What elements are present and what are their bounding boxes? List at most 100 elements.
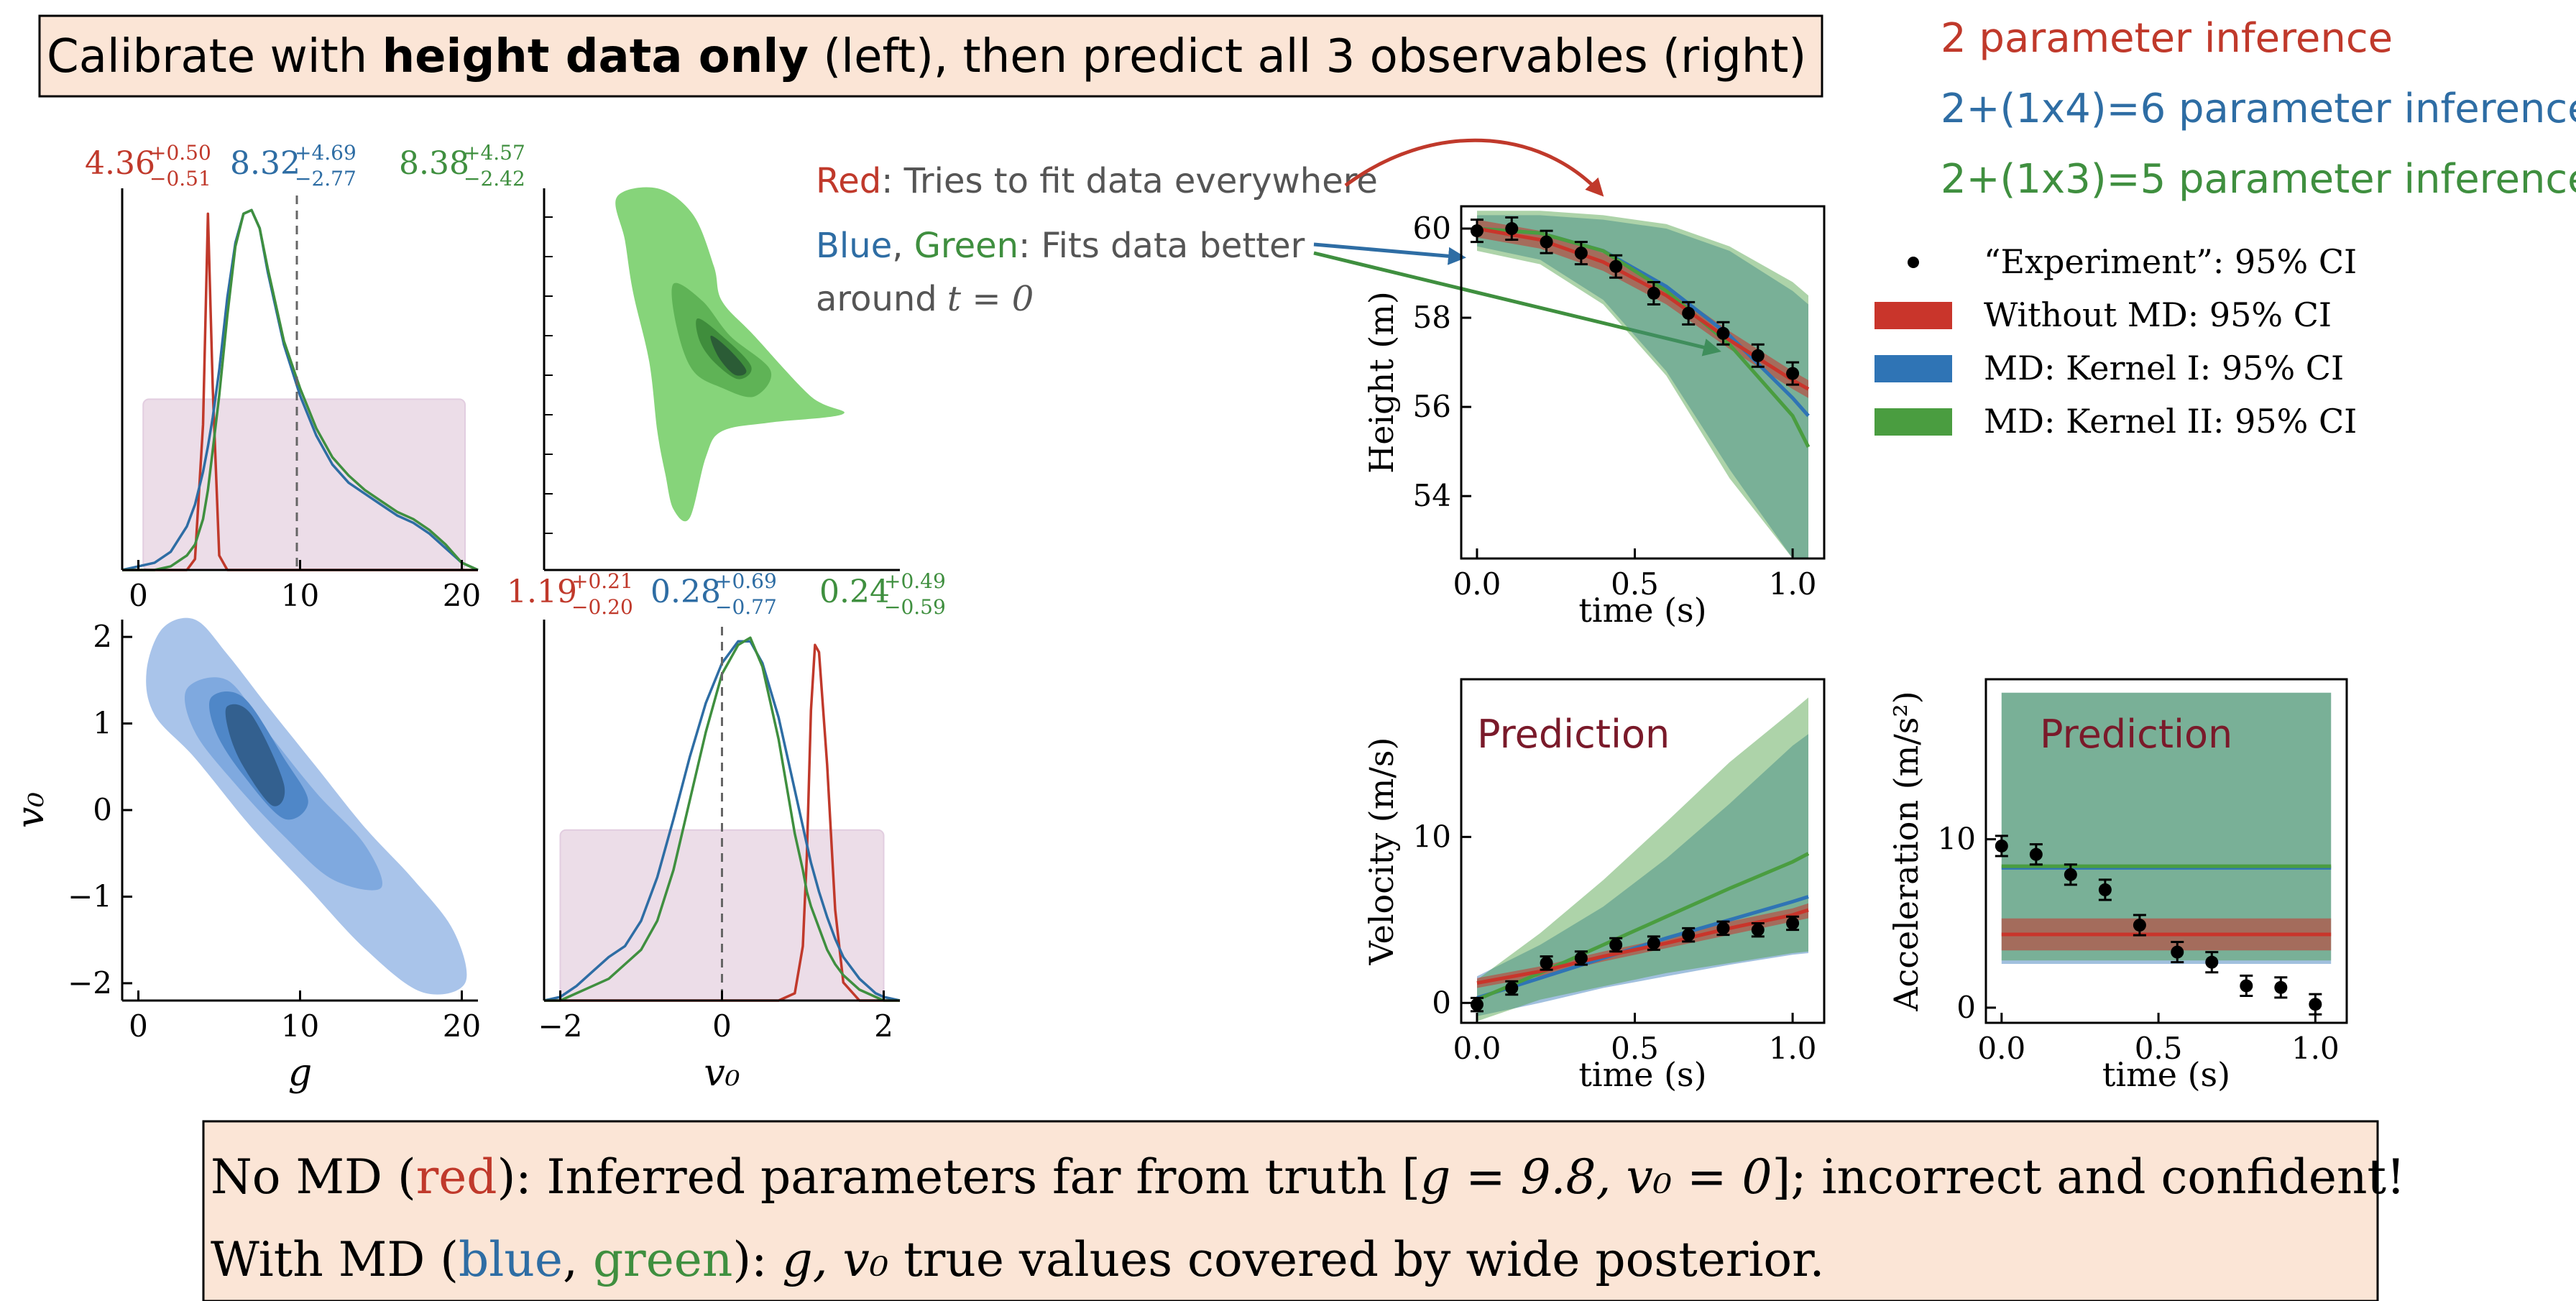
header-box (38, 14, 1823, 98)
inference-legend-red: 2 parameter inference (1941, 15, 2393, 62)
arrow-blue (1313, 242, 1466, 265)
velocity-ylabel: Velocity (m/s) (1362, 737, 1401, 966)
velocity-frame (1460, 678, 1826, 1024)
acceleration-exp-point-2 (2064, 868, 2077, 881)
acceleration-exp-point-1 (2029, 847, 2043, 861)
note-bg-rest: : Fits data better (1018, 226, 1305, 266)
height-band-0 (1477, 219, 1808, 398)
g-label-blue-sup: +4.69 (295, 141, 356, 165)
height-ylabel: Height (m) (1362, 291, 1401, 474)
legend-patch-blue (1874, 355, 1952, 382)
arrow-red (1344, 138, 1604, 197)
height-ytick-label-3: 60 (1413, 211, 1451, 246)
joint_g_v0_green-level-3 (710, 335, 747, 376)
velocity-exp-point-7 (1716, 921, 1730, 935)
c2-math: g, v₀ (782, 1232, 888, 1287)
v0-label-blue: 0.28 (650, 574, 721, 610)
height-band-1 (1477, 215, 1808, 558)
legend-kernel-2: MD: Kernel II: 95% CI (1984, 402, 2357, 441)
joint_g_v0_blue-ytick-label-0: −2 (68, 965, 112, 1001)
chart-height: 0.0 0.5 1.0 54 56 58 60 time (s) Height (m) (1362, 205, 1826, 630)
height-ytick-label-0: 54 (1413, 478, 1451, 513)
joint_g_v0_blue-ytick-label-1: −1 (68, 878, 112, 914)
joint_g_v0_blue-xtick-label-2: 20 (443, 1008, 481, 1044)
velocity-exp-point-9 (1786, 916, 1800, 930)
joint_g_v0_blue-ytick-label-3: 1 (93, 706, 112, 741)
velocity-exp-point-3 (1574, 951, 1588, 965)
acceleration-xtick-label-2: 1.0 (2291, 1031, 2340, 1066)
velocity-xlabel: time (s) (1578, 1055, 1706, 1094)
g-label-red-sup: +0.50 (150, 141, 211, 165)
note-red-rest: : Tries to fit data everywhere (881, 161, 1378, 201)
c1-b: ): Inferred parameters far from truth [ (497, 1149, 1420, 1205)
height-exp-point-5 (1647, 286, 1660, 300)
c1-a: No MD ( (211, 1149, 416, 1205)
g-label-red-sub: −0.51 (150, 167, 211, 190)
acceleration-exp-point-4 (2133, 919, 2146, 932)
legend-kernel-1: MD: Kernel I: 95% CI (1984, 349, 2344, 387)
c1-c: ]; incorrect and confident! (1772, 1149, 2405, 1205)
acceleration-xtick-label-1: 0.5 (2135, 1031, 2183, 1066)
legend-patch-green (1874, 408, 1952, 436)
height-band-2 (1477, 211, 1808, 558)
height-exp-point-2 (1540, 235, 1553, 249)
height-exp-point-6 (1682, 306, 1696, 320)
height-mean-2 (1476, 226, 1811, 449)
note-blue-green: Blue, Green: Fits data better (816, 226, 1305, 266)
height-xlabel: time (s) (1578, 591, 1706, 630)
header-text: Calibrate with height data only (left), … (47, 30, 1806, 83)
velocity-plot-area (1470, 697, 1810, 1021)
velocity-exp-point-2 (1540, 956, 1553, 970)
height-ytick-label-2: 58 (1413, 300, 1451, 335)
height-exp-point-8 (1751, 349, 1765, 362)
inference-legend-green: 2+(1x3)=5 parameter inference (1941, 156, 2576, 203)
velocity-ytick-label-0: 0 (1432, 985, 1451, 1020)
note-green-label: Green (914, 226, 1018, 266)
acceleration-exp-point-9 (2309, 998, 2322, 1011)
legend-without-md: Without MD: 95% CI (1984, 295, 2332, 334)
acceleration-exp-point-0 (1995, 839, 2008, 852)
note-red: Red: Tries to fit data everywhere (816, 161, 1378, 201)
conclusion-box (202, 1120, 2379, 1301)
g-label-green: 8.38 (399, 145, 469, 182)
acceleration-plot-area (1995, 692, 2332, 1016)
velocity-band-2 (1477, 697, 1808, 1021)
marginal_g-xtick-label-0: 0 (129, 578, 148, 613)
header-bold: height data only (382, 30, 809, 83)
legend-experiment: “Experiment”: 95% CI (1984, 242, 2357, 281)
v0-label-red: 1.19 (507, 574, 577, 610)
chart-marginal-v0: −2 0 2 v₀ (538, 620, 901, 1095)
height-xtick-label-1: 0.5 (1611, 566, 1659, 602)
velocity-exp-point-0 (1470, 998, 1484, 1011)
v0-label-green-sup: +0.49 (884, 569, 946, 593)
marginal_g-prior (142, 398, 466, 571)
c1-math: g = 9.8, v₀ = 0 (1420, 1149, 1772, 1205)
marginal_v0-xtick-label-0: −2 (538, 1008, 583, 1044)
acceleration-exp-point-5 (2171, 945, 2184, 959)
legend-dot (1908, 257, 1919, 268)
joint_g_v0_blue-ytick-label-4: 2 (93, 619, 112, 654)
joint_g_v0_blue-ytick-label-2: 0 (93, 792, 112, 827)
velocity-exp-point-1 (1505, 981, 1519, 995)
height-plot-area (1470, 211, 1811, 558)
joint_g_v0_blue-ylabel: v₀ (9, 792, 52, 828)
g-label-blue-sub: −2.77 (295, 167, 356, 190)
chart-acceleration: 0.0 0.5 1.0 0 10 time (s) Acceleration (m/s²) (1887, 678, 2348, 1094)
joint_g_v0_blue-xlabel: g (288, 1052, 312, 1095)
marginal_g-xtick-label-2: 20 (443, 578, 481, 613)
velocity-ytick-label-1: 10 (1413, 819, 1451, 854)
height-exp-point-7 (1716, 326, 1730, 340)
marginal_g-xtick-label-1: 10 (281, 578, 319, 613)
marginal_g-series-2 (122, 208, 479, 571)
height-xtick-label-0: 0.0 (1453, 566, 1501, 602)
v0-posterior-labels: 1.19 +0.21 −0.20 0.28 +0.69 −0.77 0.24 +… (507, 569, 946, 619)
v0-label-green: 0.24 (819, 574, 890, 610)
note-around: around t = 0 (816, 279, 1034, 319)
acceleration-xlabel: time (s) (2102, 1055, 2230, 1094)
inference-legend-blue: 2+(1x4)=6 parameter inference (1941, 86, 2576, 132)
acceleration-band-2 (2001, 692, 2332, 961)
velocity-band-1 (1477, 734, 1808, 1016)
joint_g_v0_blue-xtick-label-0: 0 (129, 1008, 148, 1044)
acceleration-xtick-label-0: 0.0 (1977, 1031, 2025, 1066)
acceleration-exp-point-6 (2205, 955, 2219, 969)
